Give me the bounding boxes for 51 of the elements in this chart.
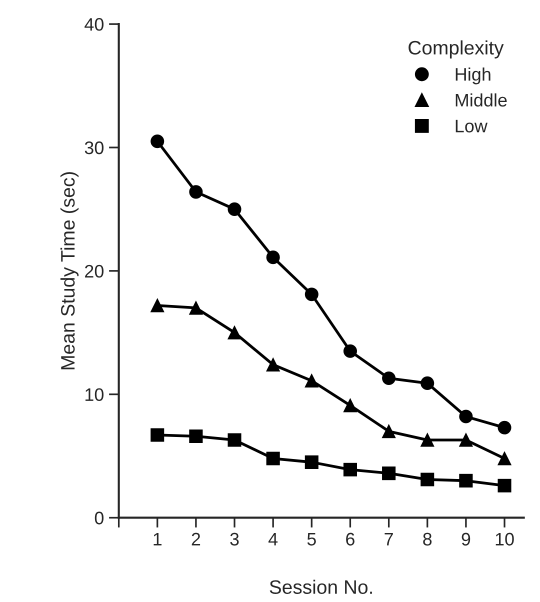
point bbox=[228, 433, 242, 447]
point bbox=[266, 250, 280, 264]
point bbox=[304, 288, 318, 302]
point bbox=[420, 472, 434, 486]
x-tick-label: 8 bbox=[423, 532, 432, 546]
point bbox=[343, 462, 357, 476]
legend-title: Complexity bbox=[408, 40, 504, 58]
point bbox=[150, 428, 164, 442]
point bbox=[189, 301, 203, 315]
point bbox=[382, 424, 396, 438]
y-tick-label: 30 bbox=[84, 141, 104, 154]
x-tick-label: 7 bbox=[384, 532, 393, 546]
point bbox=[459, 474, 473, 488]
point bbox=[420, 376, 434, 390]
legend-label: Middle bbox=[456, 93, 507, 107]
point bbox=[266, 358, 280, 372]
x-tick-label: 9 bbox=[462, 532, 470, 546]
point bbox=[343, 344, 357, 358]
point bbox=[382, 466, 396, 480]
x-tick-label: 1 bbox=[154, 532, 162, 546]
x-tick-label: 3 bbox=[230, 532, 239, 546]
point bbox=[304, 455, 318, 469]
point bbox=[266, 452, 280, 466]
legend-label: Low bbox=[456, 120, 488, 132]
point bbox=[228, 202, 242, 216]
y-tick-label: 20 bbox=[85, 264, 104, 278]
y-tick-label: 0 bbox=[94, 512, 104, 524]
point bbox=[343, 398, 357, 412]
point bbox=[459, 410, 473, 424]
x-tick-label: 6 bbox=[346, 532, 354, 546]
y-tick-label: 40 bbox=[84, 18, 104, 31]
point bbox=[304, 374, 318, 388]
y-axis-title: Mean Study Time (sec) bbox=[60, 172, 79, 370]
point bbox=[150, 134, 164, 148]
point bbox=[189, 185, 203, 199]
point bbox=[420, 433, 434, 447]
point bbox=[228, 326, 242, 340]
x-tick-label: 10 bbox=[496, 532, 514, 546]
point bbox=[459, 433, 473, 447]
point bbox=[189, 430, 203, 444]
legend-label: High bbox=[456, 67, 490, 84]
y-tick-label: 10 bbox=[86, 388, 104, 402]
x-axis-title: Session No. bbox=[270, 580, 372, 594]
point bbox=[498, 478, 512, 492]
point bbox=[498, 420, 512, 434]
point bbox=[382, 371, 396, 386]
point bbox=[498, 452, 512, 466]
x-tick-label: 4 bbox=[268, 532, 278, 546]
x-tick-label: 2 bbox=[192, 532, 200, 546]
x-tick-label: 5 bbox=[307, 532, 316, 546]
point bbox=[150, 298, 164, 312]
